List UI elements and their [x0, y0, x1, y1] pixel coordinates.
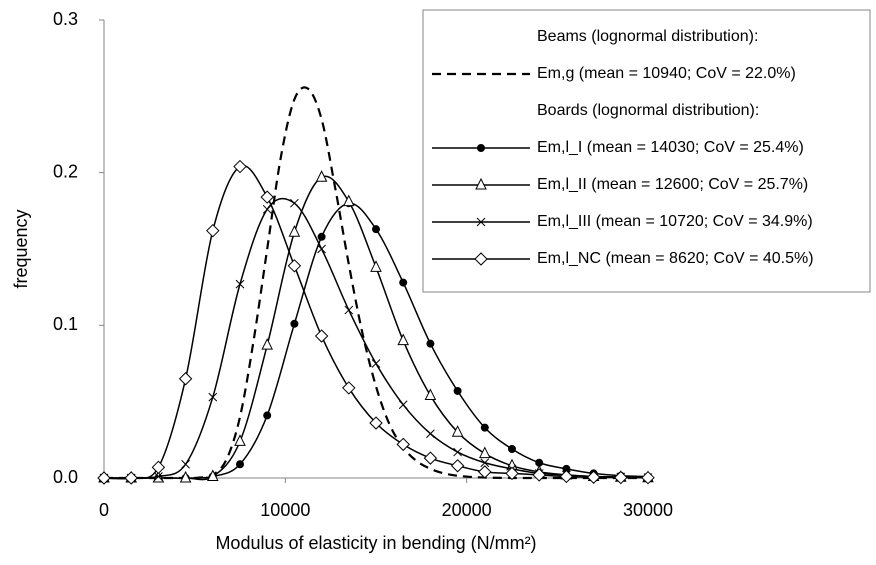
point	[426, 339, 435, 348]
legend-label: Em,l_NC (mean = 8620; CoV = 40.5%)	[537, 250, 814, 267]
point	[424, 388, 437, 401]
point	[290, 319, 299, 328]
point	[372, 225, 380, 234]
point	[208, 392, 218, 402]
point	[261, 338, 274, 350]
point	[423, 451, 438, 465]
legend-marker	[475, 177, 487, 190]
x-tick-label: 10000	[260, 500, 310, 520]
point	[97, 471, 111, 485]
legend-title: Boards (lognormal distribution):	[537, 102, 759, 119]
point	[154, 472, 163, 481]
point	[399, 278, 408, 287]
y-tick-label: 0.1	[53, 314, 78, 334]
point	[478, 446, 491, 459]
point	[287, 259, 302, 273]
point	[453, 447, 462, 457]
point	[451, 425, 464, 437]
point	[370, 260, 382, 272]
y-tick-label: 0.0	[53, 467, 78, 487]
point	[478, 465, 492, 479]
point	[480, 458, 490, 468]
point	[290, 198, 299, 208]
legend-label: Em,l_II (mean = 12600; CoV = 25.7%)	[537, 176, 808, 193]
point	[397, 333, 410, 346]
point	[505, 466, 519, 481]
point	[369, 416, 383, 430]
point	[532, 468, 546, 482]
point	[314, 329, 329, 343]
point	[151, 460, 166, 475]
point	[371, 359, 381, 368]
x-tick-label: 20000	[442, 500, 492, 520]
legend-marker	[476, 217, 486, 227]
point	[535, 458, 544, 467]
point	[344, 305, 354, 315]
point	[317, 232, 326, 241]
point	[178, 372, 193, 386]
legend-label: Em,l_III (mean = 10720; CoV = 34.9%)	[537, 213, 813, 230]
series-line	[103, 164, 649, 480]
point	[260, 190, 274, 204]
legend-box	[422, 9, 871, 293]
point	[233, 159, 247, 174]
point	[179, 470, 192, 483]
point	[262, 204, 272, 214]
y-axis-label: frequency	[11, 209, 31, 288]
y-tick-label: 0.2	[53, 161, 78, 181]
series-line	[103, 197, 649, 479]
point	[206, 223, 220, 238]
point	[235, 279, 245, 289]
legend-marker	[477, 144, 485, 152]
point	[641, 470, 655, 485]
x-tick-label: 30000	[623, 500, 673, 520]
legend-title: Beams (lognormal distribution):	[537, 28, 758, 45]
point	[342, 381, 356, 395]
point	[263, 411, 272, 420]
series-line	[104, 86, 648, 480]
point	[342, 194, 355, 207]
x-axis-label: Modulus of elasticity in bending (N/mm²)	[215, 533, 536, 553]
point	[508, 444, 516, 453]
point	[206, 469, 219, 481]
point	[124, 471, 138, 485]
point	[236, 460, 244, 469]
point	[450, 459, 465, 473]
point	[317, 244, 326, 254]
point	[396, 437, 410, 452]
point	[614, 470, 628, 485]
y-tick-label: 0.3	[53, 9, 78, 29]
point	[288, 225, 301, 237]
point	[181, 459, 190, 469]
legend-marker	[474, 252, 488, 266]
point	[234, 434, 246, 446]
legend-label: Em,l_I (mean = 14030; CoV = 25.4%)	[537, 139, 804, 156]
point	[398, 400, 408, 410]
x-tick-label: 0	[99, 500, 109, 520]
point	[426, 429, 435, 439]
point	[315, 170, 328, 182]
point	[480, 423, 489, 432]
point	[453, 386, 462, 395]
point	[586, 470, 601, 484]
legend-label: Em,g (mean = 10940; CoV = 22.0%)	[537, 65, 796, 82]
point	[559, 469, 574, 484]
legend: Beams (lognormal distribution): Em,g (mea…	[422, 9, 871, 293]
